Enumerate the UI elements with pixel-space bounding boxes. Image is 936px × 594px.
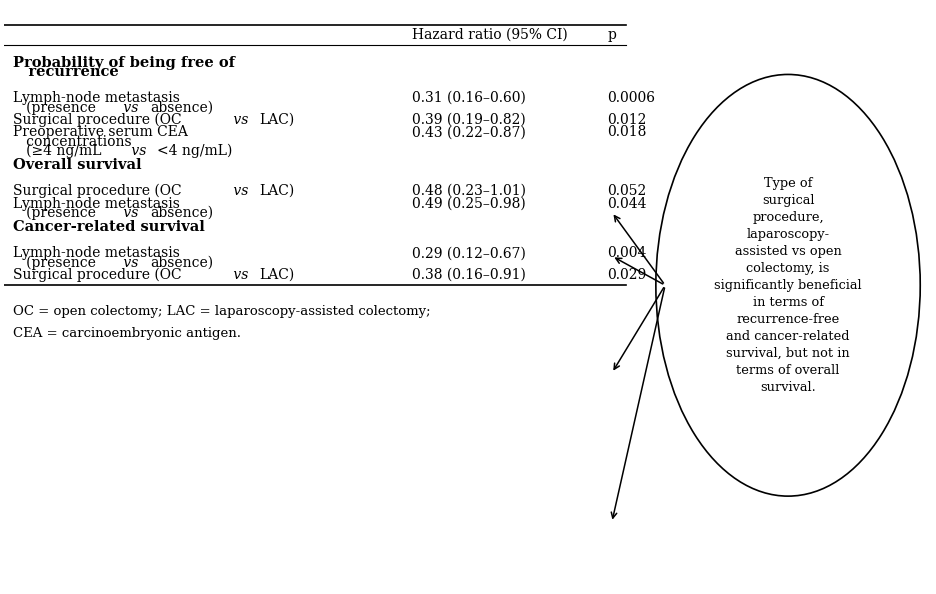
Text: vs: vs — [120, 100, 143, 115]
Text: <4 ng/mL): <4 ng/mL) — [157, 144, 232, 158]
Text: 0.018: 0.018 — [607, 125, 647, 140]
Text: Preoperative serum CEA: Preoperative serum CEA — [13, 125, 188, 140]
Text: 0.38 (0.16–0.91): 0.38 (0.16–0.91) — [413, 268, 526, 282]
Text: concentrations: concentrations — [13, 135, 132, 149]
Text: Hazard ratio (95% CI): Hazard ratio (95% CI) — [413, 28, 568, 42]
Text: (presence: (presence — [13, 206, 96, 220]
Text: (≥4 ng/mL: (≥4 ng/mL — [13, 144, 102, 158]
Text: 0.48 (0.23–1.01): 0.48 (0.23–1.01) — [413, 184, 526, 198]
Text: absence): absence) — [150, 255, 212, 270]
Text: 0.044: 0.044 — [607, 197, 647, 211]
Text: (presence: (presence — [13, 100, 96, 115]
Text: Lymph-node metastasis: Lymph-node metastasis — [13, 246, 181, 260]
Text: vs: vs — [120, 206, 143, 220]
Text: Surgical procedure (OC: Surgical procedure (OC — [13, 184, 183, 198]
Text: Surgical procedure (OC: Surgical procedure (OC — [13, 268, 183, 282]
Text: vs: vs — [229, 113, 253, 127]
Text: 0.49 (0.25–0.98): 0.49 (0.25–0.98) — [413, 197, 526, 211]
Text: LAC): LAC) — [259, 184, 295, 198]
Text: 0.0006: 0.0006 — [607, 91, 655, 105]
Text: Overall survival: Overall survival — [13, 158, 142, 172]
Text: LAC): LAC) — [259, 113, 295, 127]
Text: absence): absence) — [150, 206, 212, 220]
Text: 0.004: 0.004 — [607, 246, 647, 260]
Text: absence): absence) — [150, 100, 212, 115]
Text: 0.29 (0.12–0.67): 0.29 (0.12–0.67) — [413, 246, 526, 260]
Text: vs: vs — [120, 255, 143, 270]
Text: Cancer-related survival: Cancer-related survival — [13, 220, 205, 234]
Text: vs: vs — [126, 144, 151, 158]
Text: 0.39 (0.19–0.82): 0.39 (0.19–0.82) — [413, 113, 526, 127]
Text: OC = open colectomy; LAC = laparoscopy-assisted colectomy;: OC = open colectomy; LAC = laparoscopy-a… — [13, 305, 431, 318]
Text: 0.029: 0.029 — [607, 268, 647, 282]
Text: Type of
surgical
procedure,
laparoscopy-
assisted vs open
colectomy, is
signific: Type of surgical procedure, laparoscopy-… — [714, 177, 862, 394]
Text: Lymph-node metastasis: Lymph-node metastasis — [13, 197, 181, 211]
Text: vs: vs — [229, 268, 253, 282]
Text: Probability of being free of: Probability of being free of — [13, 56, 236, 69]
Text: Surgical procedure (OC: Surgical procedure (OC — [13, 112, 183, 127]
Text: LAC): LAC) — [259, 268, 295, 282]
Text: 0.43 (0.22–0.87): 0.43 (0.22–0.87) — [413, 125, 526, 140]
Text: (presence: (presence — [13, 255, 96, 270]
Text: 0.012: 0.012 — [607, 113, 647, 127]
Text: 0.052: 0.052 — [607, 184, 647, 198]
Text: vs: vs — [229, 184, 253, 198]
Text: Lymph-node metastasis: Lymph-node metastasis — [13, 91, 181, 105]
Text: CEA = carcinoembryonic antigen.: CEA = carcinoembryonic antigen. — [13, 327, 241, 340]
Text: recurrence: recurrence — [13, 65, 119, 79]
Text: 0.31 (0.16–0.60): 0.31 (0.16–0.60) — [413, 91, 526, 105]
Text: p: p — [607, 28, 616, 42]
